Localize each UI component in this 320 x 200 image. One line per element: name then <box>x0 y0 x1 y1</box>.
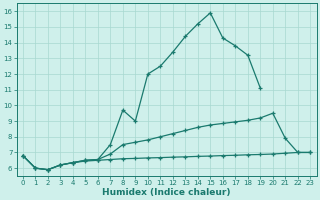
X-axis label: Humidex (Indice chaleur): Humidex (Indice chaleur) <box>102 188 231 197</box>
